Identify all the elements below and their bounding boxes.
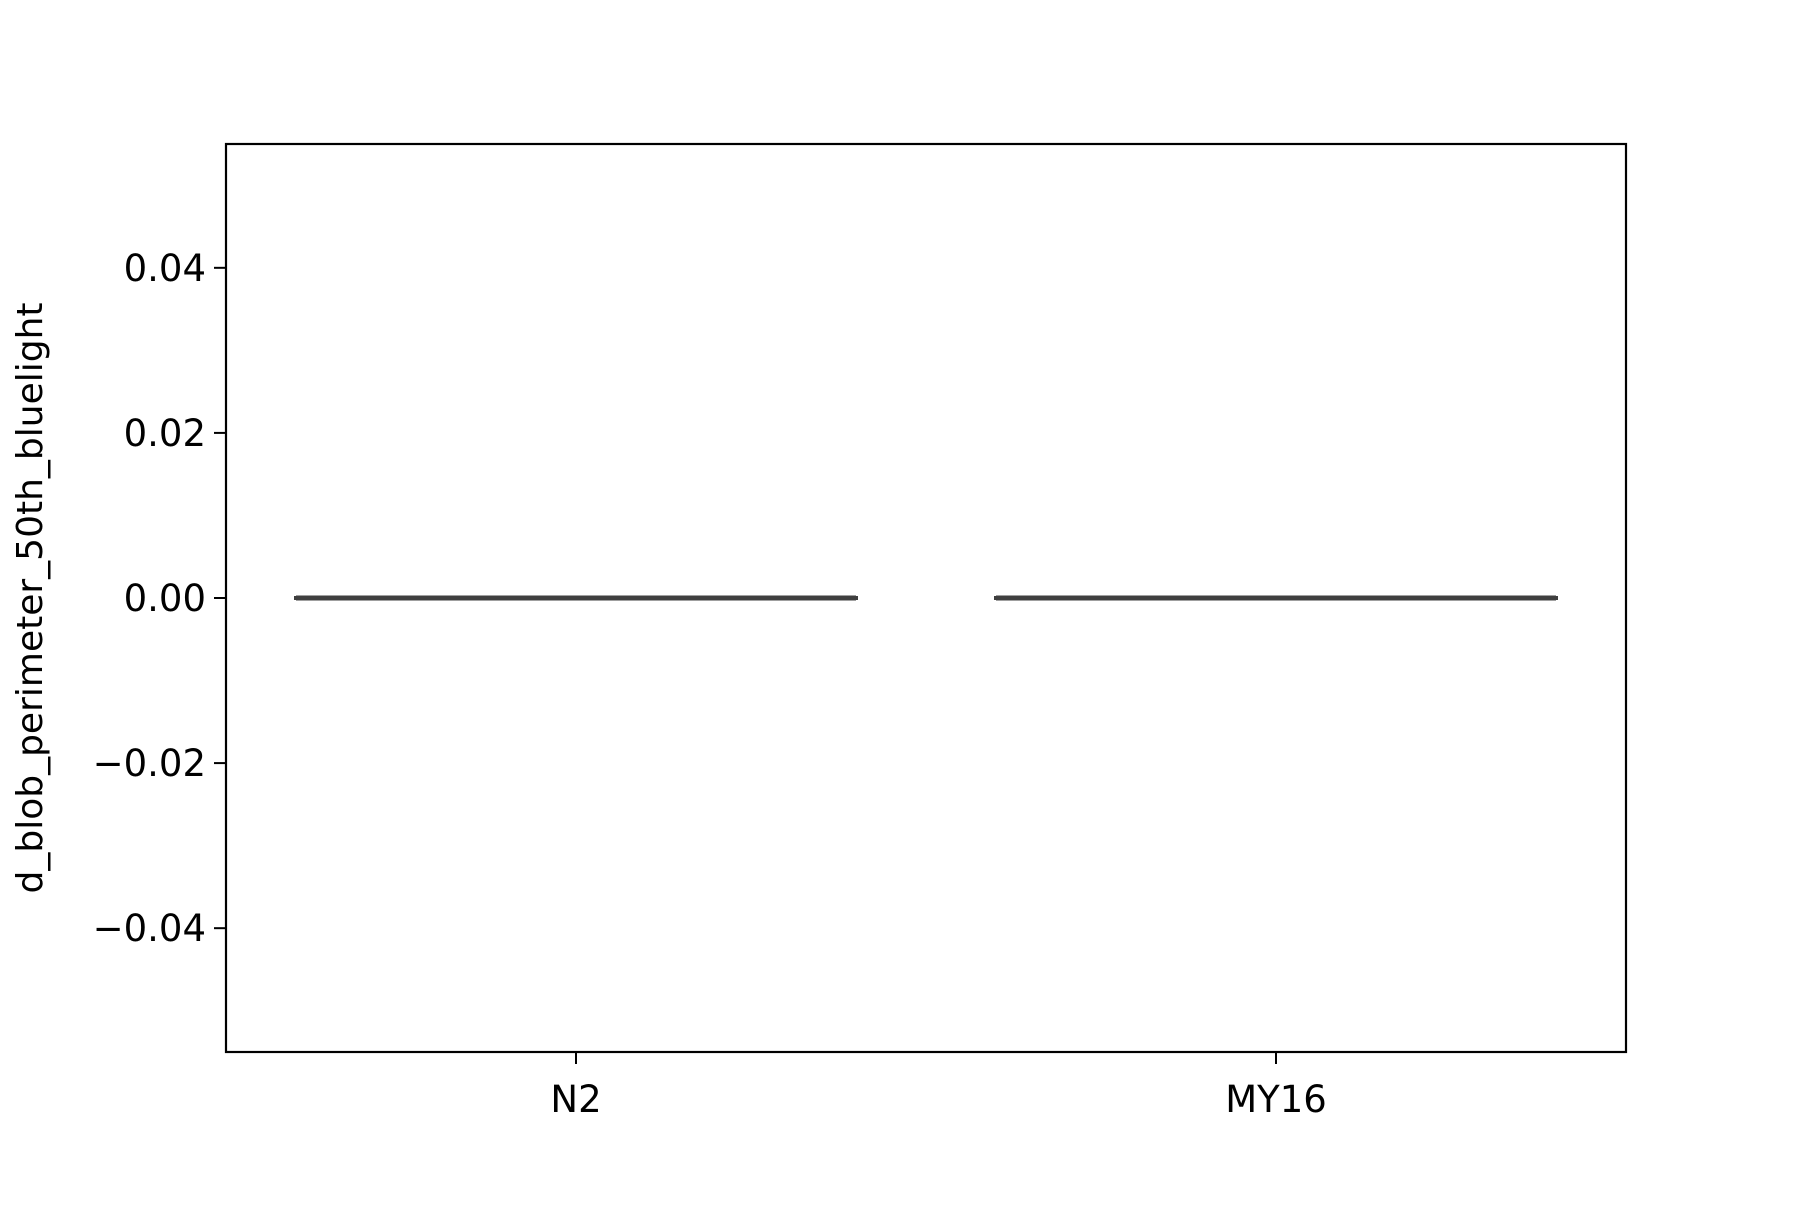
y-axis-label: d_blob_perimeter_50th_bluelight: [10, 302, 51, 893]
y-tick-label: 0.00: [124, 577, 206, 620]
x-axis: N2 MY16: [550, 1052, 1326, 1121]
y-tick-label: 0.02: [124, 412, 206, 455]
y-tick-label: 0.04: [124, 247, 206, 290]
x-tick-label: MY16: [1225, 1078, 1327, 1121]
y-tick-label: −0.02: [93, 742, 206, 785]
x-tick-label: N2: [550, 1078, 601, 1121]
y-axis: −0.04 −0.02 0.00 0.02 0.04: [93, 247, 226, 950]
y-tick-label: −0.04: [93, 907, 206, 950]
